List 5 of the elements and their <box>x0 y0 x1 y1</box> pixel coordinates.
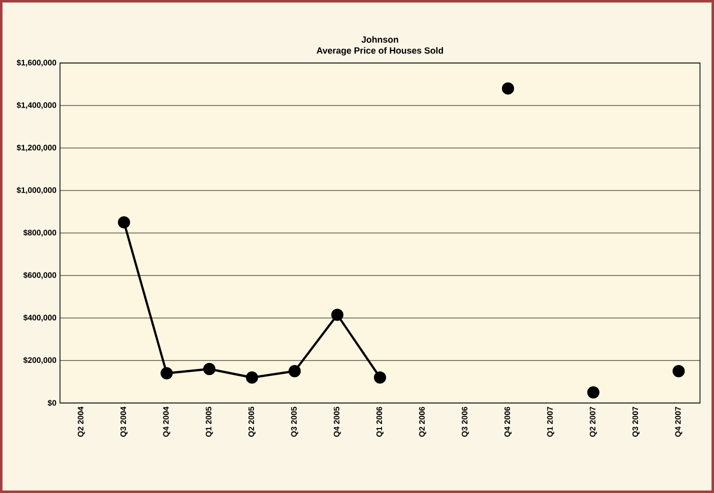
chart-title: Johnson <box>361 36 398 43</box>
chart-subtitle: Average Price of Houses Sold <box>316 47 444 56</box>
point <box>502 82 514 95</box>
point <box>672 365 685 378</box>
point <box>587 386 600 398</box>
